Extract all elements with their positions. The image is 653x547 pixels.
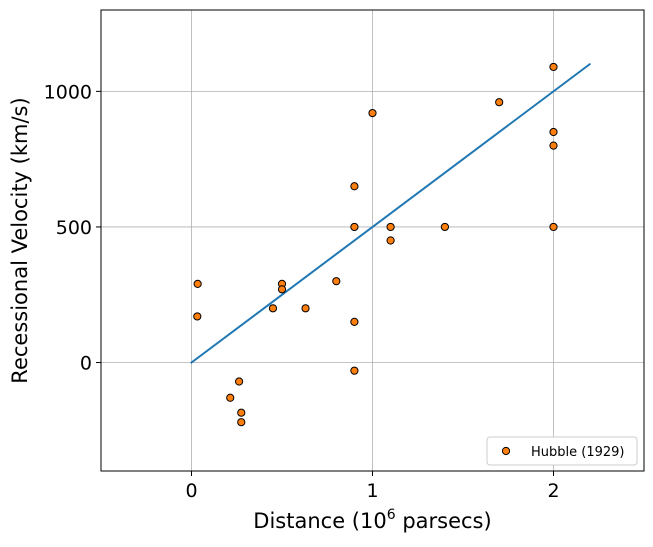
data-point bbox=[350, 317, 359, 326]
data-point bbox=[268, 304, 278, 313]
data-point bbox=[301, 304, 310, 313]
x-tick-label: 0 bbox=[185, 480, 197, 502]
scatter-points bbox=[193, 62, 558, 427]
data-point bbox=[235, 377, 244, 386]
data-point bbox=[440, 222, 449, 232]
data-point bbox=[549, 127, 558, 137]
data-point bbox=[495, 98, 504, 107]
data-point bbox=[193, 279, 202, 288]
x-tick-label: 2 bbox=[547, 480, 559, 502]
data-point bbox=[350, 222, 359, 232]
data-point bbox=[386, 236, 395, 245]
data-point bbox=[386, 222, 395, 232]
x-tick-label: 1 bbox=[366, 480, 378, 502]
data-point bbox=[237, 418, 246, 427]
fit-line-group bbox=[190, 62, 592, 364]
legend-box bbox=[486, 436, 638, 466]
data-point bbox=[237, 408, 246, 417]
grid-lines bbox=[101, 10, 644, 471]
fit-line bbox=[190, 62, 592, 364]
data-point bbox=[226, 393, 235, 402]
data-point bbox=[549, 141, 558, 150]
data-point bbox=[368, 108, 377, 118]
legend: Hubble (1929) bbox=[486, 436, 638, 466]
data-point bbox=[549, 62, 558, 72]
data-point bbox=[549, 222, 558, 232]
y-axis-label: Recessional Velocity (km/s) bbox=[8, 97, 32, 383]
data-point bbox=[277, 285, 287, 294]
legend-label: Hubble (1929) bbox=[531, 445, 625, 460]
data-point bbox=[193, 312, 202, 321]
y-tick-label: 0 bbox=[80, 353, 92, 375]
y-tick-label: 500 bbox=[56, 217, 92, 239]
x-axis-label: Distance (106 parsecs) bbox=[253, 507, 491, 533]
data-point bbox=[350, 182, 359, 191]
legend-marker bbox=[501, 446, 511, 456]
data-point bbox=[350, 366, 359, 375]
axis-ticks: 0 1 2 0 500 1000 bbox=[44, 81, 560, 502]
y-tick-label: 1000 bbox=[44, 81, 92, 103]
data-point bbox=[332, 277, 341, 286]
